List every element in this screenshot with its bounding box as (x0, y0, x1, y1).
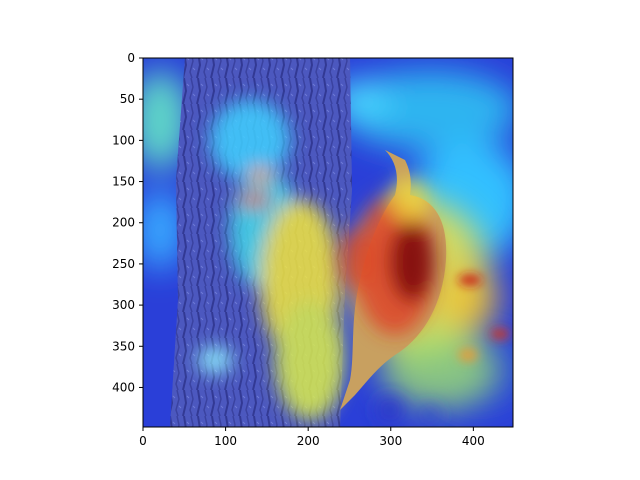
y-tick-label: 0 (127, 51, 135, 65)
x-tick-label: 0 (139, 434, 147, 448)
y-tick-label: 50 (120, 92, 135, 106)
y-tick-label: 250 (112, 257, 135, 271)
y-tick-label: 300 (112, 298, 135, 312)
y-tick-label: 100 (112, 133, 135, 147)
x-tick-label: 100 (214, 434, 237, 448)
y-tick-label: 150 (112, 175, 135, 189)
x-axis: 0 100 200 300 400 (139, 427, 485, 448)
axes-frame (142, 57, 514, 428)
heatmap-image (143, 58, 513, 427)
y-tick-label: 350 (112, 339, 135, 353)
y-axis: 0 50 100 150 200 250 300 350 400 (112, 51, 143, 394)
y-tick-label: 200 (112, 216, 135, 230)
y-tick-label: 400 (112, 380, 135, 394)
x-tick-label: 400 (462, 434, 485, 448)
x-tick-label: 200 (297, 434, 320, 448)
x-tick-label: 300 (379, 434, 402, 448)
